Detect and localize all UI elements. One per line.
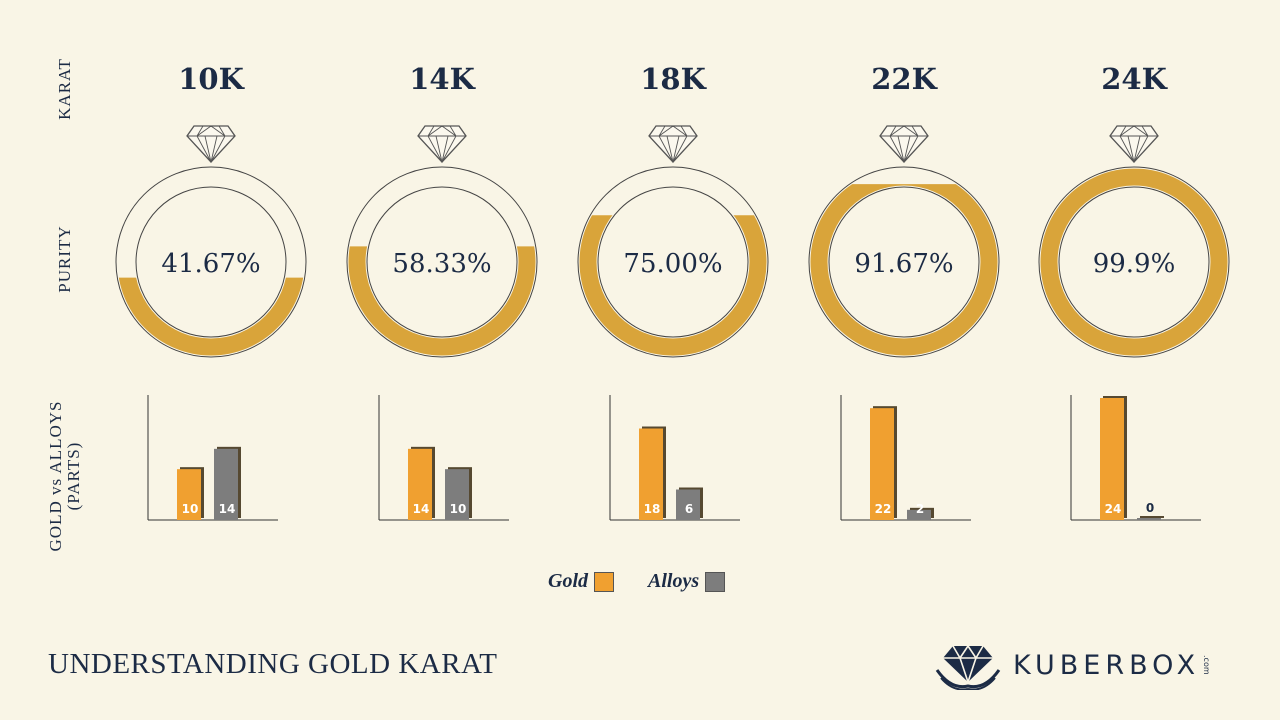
- alloys-bar-22k-label: 2: [916, 502, 924, 516]
- ring-outline-inner-24k: [1058, 186, 1210, 338]
- ring-outline-inner-22k: [828, 186, 980, 338]
- diamond-facets-10k: [187, 125, 235, 163]
- diamond-facets-14k: [418, 125, 466, 163]
- ring-outline-outer-10k: [115, 166, 307, 358]
- ring-outline-outer-22k: [808, 166, 1000, 358]
- gold-bar-22k: [870, 408, 894, 520]
- karat-title-10k: 10K: [178, 62, 244, 96]
- ring-gold-fill-10k: [118, 277, 304, 356]
- alloys-bar-10k: [214, 448, 238, 520]
- brand-diamond-icon: [935, 644, 1001, 690]
- diamond-icon-18k: [648, 125, 698, 163]
- brand-logo: KUBERBOX .com: [935, 640, 1211, 690]
- ring-gold-fill-18k: [579, 215, 767, 356]
- legend-alloys-swatch: [705, 571, 726, 592]
- gold-bar-22k-label: 22: [875, 502, 892, 516]
- purity-value-24k: 99.9%: [1093, 249, 1176, 279]
- alloys-bar-14k-label: 10: [450, 502, 467, 516]
- purity-value-10k: 41.67%: [161, 249, 260, 279]
- gold-bar-14k-label: 14: [413, 502, 430, 516]
- page-title: UNDERSTANDING GOLD KARAT: [48, 648, 498, 680]
- purity-value-22k: 91.67%: [854, 249, 953, 279]
- diamond-icon-14k: [417, 125, 467, 163]
- alloys-bar-10k-label: 14: [219, 502, 236, 516]
- ring-outline-inner-10k: [135, 186, 287, 338]
- legend-gold-label: Gold: [548, 570, 588, 592]
- gold-bar-14k: [408, 448, 432, 520]
- alloys-bar-22k: [907, 509, 931, 520]
- alloys-bar-18k-label: 6: [685, 502, 693, 516]
- gold-bar-10k-label: 10: [182, 502, 199, 516]
- karat-title-14k: 14K: [409, 62, 475, 96]
- gold-bar-24k: [1100, 398, 1124, 520]
- karat-title-22k: 22K: [871, 62, 937, 96]
- brand-suffix: .com: [1202, 655, 1212, 675]
- purity-value-18k: 75.00%: [623, 249, 722, 279]
- ring-outline-outer-14k: [346, 166, 538, 358]
- diamond-facets-24k: [1110, 125, 1158, 163]
- gold-bar-18k-label: 18: [644, 502, 661, 516]
- brand-name: KUBERBOX: [1013, 649, 1201, 681]
- karat-title-18k: 18K: [640, 62, 706, 96]
- alloys-bar-24k: [1137, 518, 1161, 520]
- purity-value-14k: 58.33%: [392, 249, 491, 279]
- diamond-facets-22k: [880, 125, 928, 163]
- ring-outline-outer-18k: [577, 166, 769, 358]
- karat-title-24k: 24K: [1101, 62, 1167, 96]
- gold-bar-18k: [639, 428, 663, 520]
- legend-gold-swatch: [594, 571, 614, 592]
- ring-outline-inner-18k: [597, 186, 749, 338]
- chart-legend: Gold Alloys: [548, 570, 726, 593]
- diamond-icon-24k: [1109, 125, 1159, 163]
- gold-bar-24k-label: 24: [1105, 502, 1122, 516]
- ring-gold-fill-14k: [348, 246, 536, 356]
- ring-outline-outer-24k: [1038, 166, 1230, 358]
- diamond-facets-18k: [649, 125, 697, 163]
- gold-bar-10k: [177, 469, 201, 520]
- alloys-bar-14k: [445, 469, 469, 520]
- alloys-bar-24k-label: 0: [1146, 501, 1154, 515]
- diamond-icon-22k: [879, 125, 929, 163]
- legend-alloys-label: Alloys: [648, 570, 700, 592]
- ring-outline-inner-14k: [366, 186, 518, 338]
- diamond-icon-10k: [186, 125, 236, 163]
- alloys-bar-18k: [676, 489, 700, 520]
- alloys-bar-24k-shadow: [1140, 516, 1164, 518]
